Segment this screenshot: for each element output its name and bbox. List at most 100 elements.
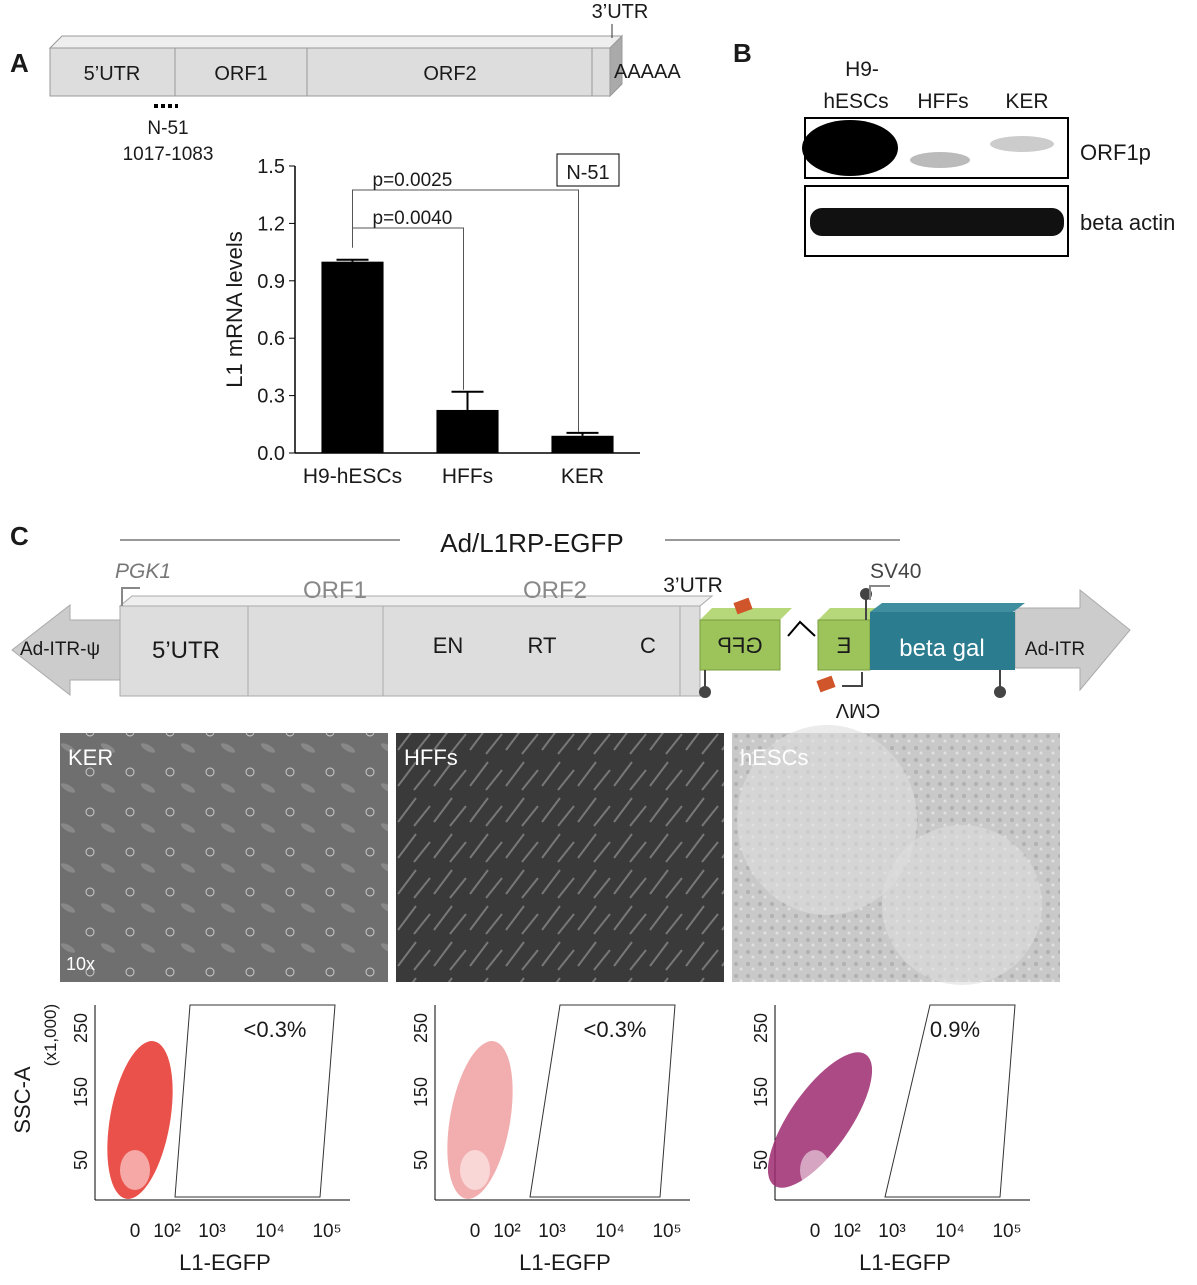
panel-label: C: [10, 521, 29, 551]
construct: [118, 595, 714, 697]
probe-label: N-51: [147, 118, 188, 139]
x-tick-label: 10²: [153, 1221, 180, 1242]
panel-label: A: [10, 48, 29, 78]
lane-label: hESCs: [823, 90, 888, 113]
segment: [119, 605, 249, 697]
band: [910, 152, 970, 168]
domain-label: RT: [528, 633, 557, 658]
y-tick-label: 250: [71, 1013, 91, 1043]
orf-label: ORF1: [303, 577, 367, 604]
lollipops: [699, 588, 1006, 698]
inset-box: [556, 153, 620, 187]
lane-label: KER: [1005, 90, 1048, 113]
segment: [247, 605, 384, 697]
x-tick-label: 0: [130, 1221, 141, 1242]
micrographs: KER HFFs hESCs 10x: [60, 725, 1060, 985]
polya-label: AAAAA: [614, 61, 681, 83]
x-tick-label: 0: [470, 1221, 481, 1242]
micrograph: [396, 733, 724, 982]
x-tick-label: 10²: [493, 1221, 520, 1242]
gate-percentage: <0.3%: [244, 1017, 307, 1042]
p-value: p=0.0025: [373, 170, 453, 191]
y-tick-label: 0.6: [257, 328, 285, 350]
gfp-label: GFP: [717, 633, 762, 658]
y-tick-label: 0.0: [257, 443, 285, 465]
y-tick-label: 50: [751, 1150, 771, 1170]
magnification: 10x: [66, 954, 95, 974]
row-label: ORF1p: [1080, 140, 1151, 165]
lane-label: HFFs: [917, 90, 968, 113]
x-tick-label: KER: [561, 465, 604, 488]
y-tick-label: 150: [411, 1077, 431, 1107]
segment: [591, 47, 611, 97]
primer: [733, 597, 753, 615]
x-tick-label: 10³: [878, 1221, 905, 1242]
segment: [679, 605, 701, 697]
band: [802, 120, 898, 176]
micrograph-label: hESCs: [740, 745, 808, 770]
splice: [787, 620, 816, 637]
betagal-label: beta gal: [899, 635, 984, 662]
segment: [382, 605, 681, 697]
gate-percentage: <0.3%: [584, 1017, 647, 1042]
e-box: [817, 619, 871, 671]
l1-diagram: [48, 34, 624, 98]
x-tick-label: H9-hESCs: [303, 465, 402, 488]
x-tick-label: 0: [810, 1221, 821, 1242]
probe-range: 1017-1083: [123, 144, 214, 165]
promoter-arrow: [121, 587, 140, 606]
inset-label: N-51: [566, 162, 609, 184]
x-tick-label: 10⁵: [652, 1221, 681, 1242]
micrograph-label: KER: [68, 745, 113, 770]
y-tick-label: 1.2: [257, 213, 285, 235]
y-tick-label: 150: [751, 1077, 771, 1107]
p-value: p=0.0040: [373, 208, 453, 229]
y-tick-label: 250: [751, 1013, 771, 1043]
promoter-arrow: [842, 672, 863, 687]
gfp-box: [699, 619, 781, 671]
segment-label: ORF2: [423, 63, 476, 85]
x-tick-label: 10⁴: [595, 1221, 624, 1242]
sv40-label: SV40: [870, 560, 921, 583]
segment: [174, 47, 308, 97]
population-core: [120, 1150, 150, 1190]
lane-label: H9-: [845, 58, 879, 81]
x-tick-label: 10²: [833, 1221, 860, 1242]
y-tick-label: 150: [71, 1077, 91, 1107]
micrograph: [60, 733, 388, 982]
micrograph-label: HFFs: [404, 745, 458, 770]
head: [699, 686, 711, 698]
itr-label: Ad-ITR: [1025, 639, 1085, 660]
bar: [551, 435, 614, 453]
promoter-arrow: [869, 585, 890, 600]
segment-label: 5’UTR: [84, 63, 141, 85]
y-unit: (x1,000): [41, 1004, 60, 1066]
x-tick-label: 10⁴: [255, 1221, 284, 1242]
x-tick-label: 10⁵: [992, 1221, 1021, 1242]
band: [990, 136, 1054, 152]
y-axis-label: L1 mRNA levels: [222, 231, 247, 388]
gate: [884, 1004, 1016, 1198]
betagal-box: [870, 612, 1015, 670]
bracket: [352, 189, 579, 432]
x-tick-label: HFFs: [442, 465, 493, 488]
box-top: [700, 608, 792, 620]
box-top: [870, 603, 1025, 612]
utr3-label: 3’UTR: [663, 574, 723, 597]
primer: [816, 675, 836, 693]
y-axis-label: SSC-A: [10, 1066, 35, 1134]
gate: [174, 1004, 336, 1198]
y-tick-label: 50: [411, 1150, 431, 1170]
x-tick-label: 10⁴: [935, 1221, 964, 1242]
population-core: [460, 1150, 490, 1190]
bracket: [352, 227, 464, 390]
x-tick-label: 10⁵: [312, 1221, 341, 1242]
colony: [737, 725, 917, 915]
panel-label: B: [733, 38, 752, 68]
box-top: [118, 595, 714, 607]
gate: [529, 1004, 676, 1198]
x-tick-label: 10³: [198, 1221, 225, 1242]
bar-chart: 0.0 0.3 0.6 0.9 1.2 1.5 L1 mRNA levels H9-hESCs…: [222, 153, 640, 488]
